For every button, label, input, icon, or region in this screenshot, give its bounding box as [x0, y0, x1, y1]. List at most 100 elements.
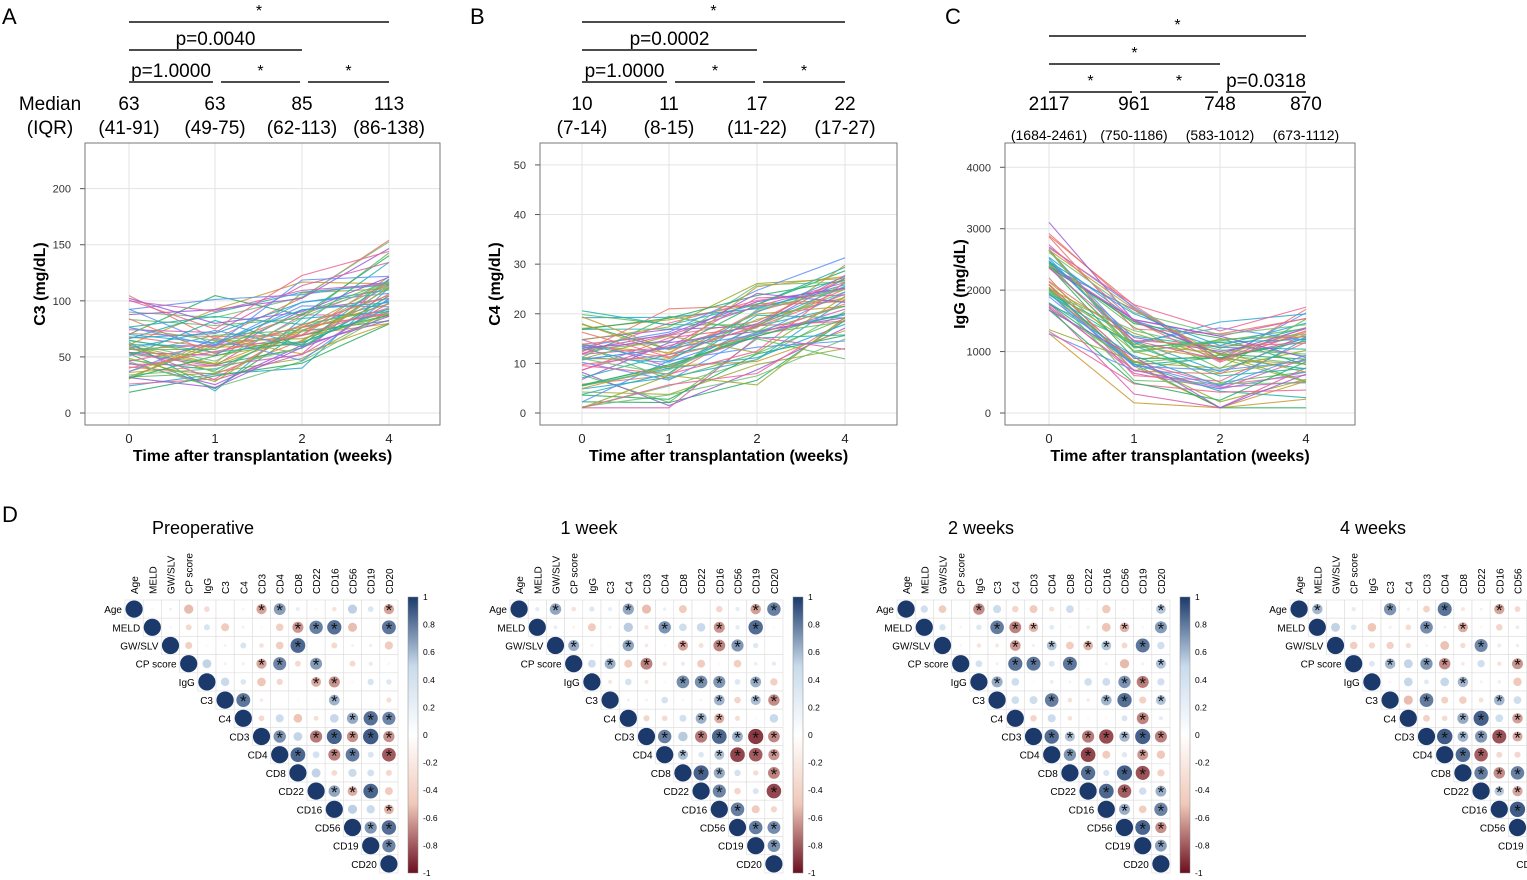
significance-star: * — [716, 765, 723, 784]
correlation-dot — [995, 662, 999, 666]
correlation-dot — [1101, 622, 1111, 632]
significance-star: * — [1048, 729, 1055, 748]
colorbar-tick: 0.6 — [808, 647, 820, 657]
column-label: CD16 — [715, 568, 726, 594]
correlation-dot — [991, 676, 1003, 688]
correlation-dot — [1011, 696, 1020, 704]
significance-star: * — [1478, 638, 1485, 657]
row-label: CD22 — [278, 787, 304, 798]
row-label: C3 — [1365, 696, 1378, 707]
column-label: C3 — [1386, 581, 1397, 594]
correlation-dot — [1136, 675, 1149, 688]
column-label: GW/SLV — [1332, 556, 1343, 594]
correlation-dot — [699, 698, 703, 702]
correlation-dot — [1134, 837, 1152, 855]
significance-star: * — [680, 638, 687, 657]
column-label: CD56 — [349, 568, 360, 594]
correlation-dot — [754, 716, 758, 720]
column-label: CD19 — [367, 568, 378, 594]
correlation-dot — [295, 607, 300, 612]
row-label: CD19 — [1498, 842, 1524, 853]
correlation-dot — [1457, 676, 1469, 688]
correlation-dot — [1331, 622, 1340, 632]
correlation-dot — [346, 730, 359, 743]
column-label: MELD — [1313, 566, 1324, 594]
correlation-dot — [772, 625, 776, 629]
median-value: 961 — [1118, 94, 1150, 115]
series-line — [128, 281, 390, 310]
series-line — [128, 282, 390, 383]
series-line — [581, 320, 846, 386]
significance-star: * — [276, 601, 283, 620]
correlation-dot — [1030, 715, 1037, 722]
series-line — [1048, 266, 1307, 360]
significance-star: * — [716, 710, 723, 729]
correlation-dot — [223, 644, 227, 647]
correlation-dot — [1117, 784, 1132, 798]
correlation-dot — [640, 657, 653, 670]
correlation-dot — [1032, 644, 1035, 647]
column-label: C4 — [1404, 581, 1415, 594]
significance-star: * — [1314, 601, 1321, 620]
correlation-dot — [1405, 642, 1411, 649]
significance-star: * — [643, 656, 650, 675]
colorbar — [792, 596, 804, 874]
x-axis-label: Time after transplantation (weeks) — [1050, 448, 1309, 465]
correlation-dot — [328, 748, 341, 761]
significance-star: * — [994, 674, 1001, 693]
significance-star: * — [1496, 692, 1503, 711]
correlation-dot — [976, 624, 982, 631]
correlation-dot — [293, 732, 303, 741]
correlation-dot — [1459, 696, 1467, 704]
series-line — [128, 275, 390, 347]
significance-star: * — [716, 674, 723, 693]
correlation-dot — [1514, 606, 1521, 613]
significance-star: * — [716, 783, 723, 802]
correlation-dot — [679, 623, 687, 632]
plot-frame — [1004, 142, 1356, 426]
correlation-dot — [644, 679, 649, 684]
series-line — [581, 281, 846, 375]
correlation-dot — [256, 603, 267, 615]
correlation-dot — [939, 624, 946, 631]
correlation-dot — [1047, 714, 1056, 723]
series-line — [581, 319, 846, 409]
column-label: IgG — [1368, 578, 1379, 594]
column-label: CD4 — [661, 574, 672, 594]
correlation-dot — [679, 714, 687, 722]
correlation-dot — [1479, 680, 1483, 684]
significance-star: * — [1048, 692, 1055, 711]
column-label: CD3 — [1423, 574, 1434, 594]
correlation-dot — [710, 800, 728, 818]
correlation-dot — [1477, 660, 1485, 668]
column-label: Age — [1295, 576, 1306, 594]
correlation-dot — [1438, 657, 1451, 670]
significance-star: * — [698, 710, 705, 729]
series-line — [581, 266, 846, 326]
correlation-dot — [1086, 662, 1090, 666]
column-label: C3 — [606, 581, 617, 594]
y-axis-label: C3 (mg/dL) — [32, 242, 49, 326]
colorbar-tick: 0.8 — [1195, 620, 1207, 630]
row-label: CD19 — [1105, 842, 1131, 853]
row-label: GW/SLV — [892, 642, 930, 653]
column-label: C4 — [1011, 581, 1022, 594]
column-label: CP score — [1350, 553, 1361, 594]
significance-star: * — [1478, 765, 1485, 784]
correlation-dot — [1009, 621, 1022, 634]
correlation-dot — [293, 713, 303, 723]
comparison-label: * — [1087, 73, 1093, 90]
correlation-dot — [1443, 625, 1447, 629]
column-label: CD8 — [294, 574, 305, 594]
row-label: GW/SLV — [1285, 642, 1323, 653]
correlation-dot — [712, 784, 726, 798]
significance-star: * — [625, 601, 632, 620]
column-label: CP score — [957, 553, 968, 594]
correlation-dot — [572, 625, 576, 629]
correlation-dot — [384, 641, 393, 650]
correlation-dot — [1012, 605, 1019, 613]
significance-star: * — [1121, 729, 1128, 748]
correlation-dot — [528, 618, 546, 636]
correlation-dot — [1067, 697, 1073, 703]
correlation-dot — [677, 749, 688, 760]
